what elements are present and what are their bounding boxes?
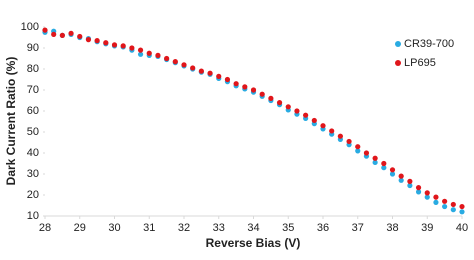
- data-point: [407, 182, 413, 189]
- data-point: [198, 68, 204, 74]
- x-tick-label: 36: [317, 222, 329, 234]
- data-point: [381, 165, 387, 171]
- legend-label: CR39-700: [404, 38, 454, 50]
- data-point: [129, 45, 135, 51]
- data-point: [164, 55, 170, 62]
- data-point: [146, 50, 152, 56]
- data-point: [181, 62, 187, 68]
- data-point: [337, 133, 343, 139]
- data-point: [51, 31, 57, 37]
- data-point: [459, 203, 465, 210]
- data-point: [415, 189, 422, 195]
- data-point: [103, 40, 109, 46]
- data-point: [207, 70, 213, 76]
- data-point: [398, 173, 404, 179]
- data-point: [424, 190, 430, 196]
- data-point: [94, 38, 100, 44]
- data-point: [424, 194, 430, 200]
- legend-label: LP695: [404, 57, 436, 69]
- y-tick-label: 30: [27, 168, 39, 180]
- data-point: [294, 108, 300, 114]
- data-point: [172, 59, 178, 65]
- data-point: [433, 199, 439, 205]
- y-tick-label: 10: [27, 210, 39, 222]
- data-point: [450, 207, 456, 213]
- data-point: [415, 185, 422, 191]
- data-point: [389, 171, 396, 177]
- data-point: [42, 27, 48, 33]
- data-point: [459, 209, 465, 215]
- x-tick-label: 40: [456, 222, 468, 234]
- data-point: [442, 203, 448, 210]
- x-tick-label: 30: [108, 222, 120, 234]
- y-tick-label: 50: [27, 126, 39, 138]
- x-tick-label: 39: [421, 222, 433, 234]
- data-point: [433, 194, 439, 200]
- data-point: [111, 42, 118, 48]
- data-point: [59, 32, 65, 39]
- x-tick-label: 33: [213, 222, 225, 234]
- data-point: [320, 123, 326, 129]
- data-point: [303, 112, 309, 118]
- y-tick-label: 40: [27, 147, 39, 159]
- data-point: [363, 150, 370, 156]
- x-tick-label: 38: [386, 222, 398, 234]
- data-point: [398, 177, 404, 183]
- data-point: [77, 33, 83, 40]
- data-point: [276, 100, 283, 106]
- data-point: [250, 87, 257, 93]
- data-point: [329, 128, 335, 134]
- data-point: [372, 159, 378, 166]
- x-tick-label: 31: [143, 222, 155, 234]
- data-point: [450, 201, 456, 208]
- data-point: [355, 144, 361, 150]
- data-point: [242, 84, 248, 90]
- data-point: [268, 95, 274, 101]
- data-point: [355, 148, 361, 154]
- x-tick-label: 32: [178, 222, 190, 234]
- legend-marker: [395, 60, 401, 66]
- data-point: [224, 76, 231, 83]
- y-tick-label: 20: [27, 189, 39, 201]
- x-tick-label: 37: [352, 222, 364, 234]
- data-point: [216, 73, 222, 79]
- data-point: [407, 178, 413, 184]
- data-point: [311, 117, 317, 124]
- y-tick-label: 60: [27, 105, 39, 117]
- data-point: [259, 91, 265, 97]
- data-point: [137, 47, 144, 53]
- data-point: [85, 37, 92, 43]
- data-point: [389, 167, 396, 173]
- y-tick-label: 80: [27, 63, 39, 75]
- x-tick-label: 28: [39, 222, 51, 234]
- data-point: [155, 52, 161, 58]
- data-point: [68, 30, 74, 36]
- x-tick-label: 35: [282, 222, 294, 234]
- data-point: [190, 65, 196, 71]
- x-tick-label: 29: [74, 222, 86, 234]
- data-point: [285, 104, 291, 110]
- y-tick-label: 100: [21, 21, 39, 33]
- data-point: [137, 51, 144, 57]
- data-point: [120, 43, 126, 49]
- data-point: [372, 155, 378, 161]
- y-axis-title: Dark Current Ratio (%): [4, 57, 18, 186]
- x-tick-label: 34: [247, 222, 259, 234]
- y-tick-label: 90: [27, 42, 39, 54]
- y-tick-label: 70: [27, 84, 39, 96]
- data-point: [346, 138, 352, 145]
- data-point: [442, 198, 448, 204]
- legend-marker: [395, 41, 401, 47]
- x-axis-title: Reverse Bias (V): [206, 236, 301, 250]
- data-point: [381, 160, 387, 167]
- data-point: [233, 81, 239, 87]
